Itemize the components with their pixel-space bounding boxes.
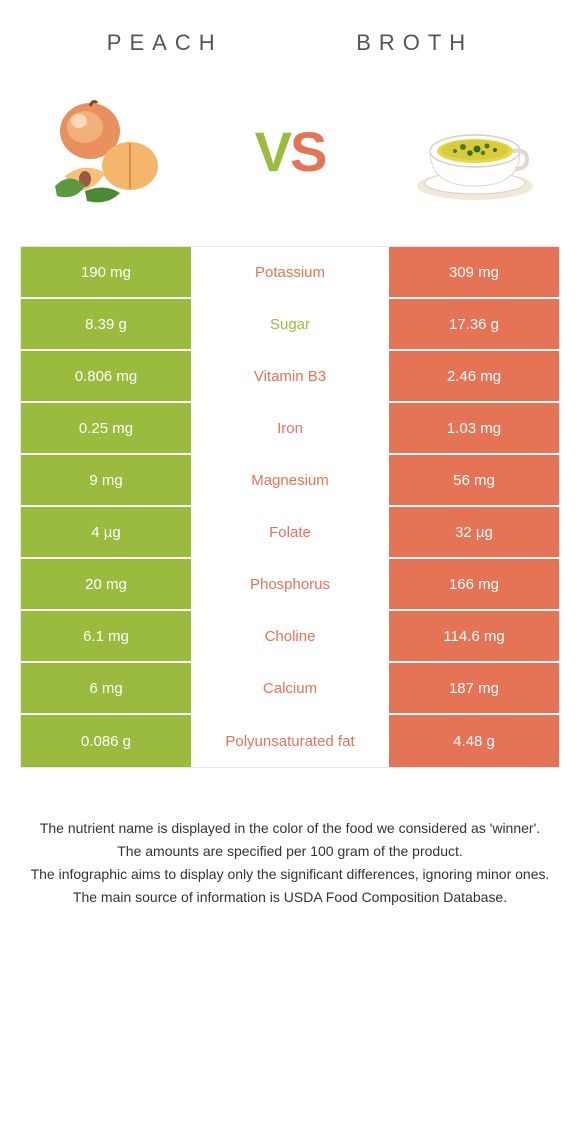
table-row: 190 mgPotassium309 mg — [21, 247, 559, 299]
footer-notes: The nutrient name is displayed in the co… — [0, 768, 580, 930]
nutrient-label: Folate — [191, 507, 389, 557]
left-value: 4 µg — [21, 507, 191, 557]
right-value: 17.36 g — [389, 299, 559, 349]
table-row: 0.806 mgVitamin B32.46 mg — [21, 351, 559, 403]
left-value: 0.25 mg — [21, 403, 191, 453]
left-value: 0.086 g — [21, 715, 191, 767]
footer-line-1: The nutrient name is displayed in the co… — [30, 818, 550, 839]
nutrient-label: Magnesium — [191, 455, 389, 505]
left-value: 0.806 mg — [21, 351, 191, 401]
left-food-title: Peach — [107, 30, 223, 56]
vs-badge: VS — [255, 119, 326, 184]
header: Peach Broth — [0, 0, 580, 66]
left-value: 190 mg — [21, 247, 191, 297]
table-row: 4 µgFolate32 µg — [21, 507, 559, 559]
left-value: 20 mg — [21, 559, 191, 609]
nutrient-label: Vitamin B3 — [191, 351, 389, 401]
right-value: 1.03 mg — [389, 403, 559, 453]
footer-line-3: The infographic aims to display only the… — [30, 864, 550, 885]
left-value: 9 mg — [21, 455, 191, 505]
vs-s-letter: S — [290, 120, 325, 183]
table-row: 9 mgMagnesium56 mg — [21, 455, 559, 507]
table-row: 6.1 mgCholine114.6 mg — [21, 611, 559, 663]
right-value: 166 mg — [389, 559, 559, 609]
nutrient-label: Polyunsaturated fat — [191, 715, 389, 767]
peach-icon — [35, 91, 175, 211]
right-food-title: Broth — [356, 30, 473, 56]
left-value: 6.1 mg — [21, 611, 191, 661]
right-value: 187 mg — [389, 663, 559, 713]
table-row: 0.25 mgIron1.03 mg — [21, 403, 559, 455]
right-value: 2.46 mg — [389, 351, 559, 401]
footer-line-2: The amounts are specified per 100 gram o… — [30, 841, 550, 862]
table-row: 20 mgPhosphorus166 mg — [21, 559, 559, 611]
broth-image — [400, 86, 550, 216]
nutrient-table: 190 mgPotassium309 mg8.39 gSugar17.36 g0… — [20, 246, 560, 768]
table-row: 8.39 gSugar17.36 g — [21, 299, 559, 351]
nutrient-label: Sugar — [191, 299, 389, 349]
footer-line-4: The main source of information is USDA F… — [30, 887, 550, 908]
vs-v-letter: V — [255, 120, 290, 183]
left-value: 8.39 g — [21, 299, 191, 349]
nutrient-label: Phosphorus — [191, 559, 389, 609]
peach-image — [30, 86, 180, 216]
right-value: 32 µg — [389, 507, 559, 557]
right-value: 114.6 mg — [389, 611, 559, 661]
nutrient-label: Choline — [191, 611, 389, 661]
right-value: 309 mg — [389, 247, 559, 297]
table-row: 0.086 gPolyunsaturated fat4.48 g — [21, 715, 559, 767]
broth-icon — [405, 91, 545, 211]
right-value: 4.48 g — [389, 715, 559, 767]
right-value: 56 mg — [389, 455, 559, 505]
nutrient-label: Potassium — [191, 247, 389, 297]
nutrient-label: Iron — [191, 403, 389, 453]
images-row: VS — [0, 66, 580, 246]
nutrient-label: Calcium — [191, 663, 389, 713]
left-value: 6 mg — [21, 663, 191, 713]
table-row: 6 mgCalcium187 mg — [21, 663, 559, 715]
